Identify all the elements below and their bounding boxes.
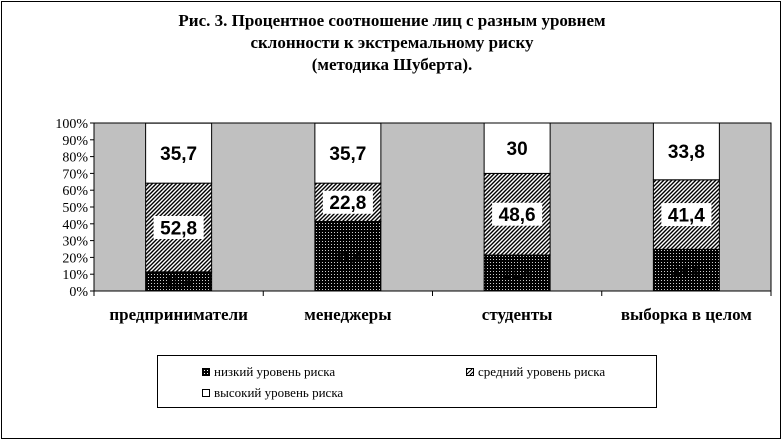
y-tick-label: 100% xyxy=(55,117,88,132)
x-category-label: студенты xyxy=(482,305,553,324)
y-tick-label: 0% xyxy=(69,285,88,300)
legend-item-medium: средний уровень риска xyxy=(466,364,605,380)
bar-segment-low xyxy=(483,254,551,292)
data-label-low: 11,4 xyxy=(165,273,192,289)
data-label-background xyxy=(492,202,543,226)
data-label-medium: 52,8 xyxy=(160,218,197,239)
bar-segment-low xyxy=(652,248,720,292)
y-tick-label: 90% xyxy=(62,134,88,149)
x-category-label: выборка в целом xyxy=(621,305,752,324)
legend-label-low: низкий уровень риска xyxy=(214,364,336,379)
y-tick-label: 10% xyxy=(62,268,88,283)
bar-segment-high xyxy=(145,122,213,184)
x-category-label: менеджеры xyxy=(304,305,391,324)
chart-title-line-1: Рис. 3. Процентное соотношение лиц с раз… xyxy=(178,11,606,30)
bar-segment-high xyxy=(314,122,382,184)
bar-segment-high xyxy=(652,122,720,181)
chart-title-line-3: (методика Шуберта). xyxy=(311,55,473,74)
legend-item-low: низкий уровень риска xyxy=(202,364,335,380)
data-label-low: 41,4 xyxy=(334,248,361,264)
x-category-label: предприниматели xyxy=(109,305,248,324)
y-tick-label: 70% xyxy=(62,167,88,182)
data-label-high: 30 xyxy=(507,139,528,160)
y-tick-label: 20% xyxy=(62,251,88,266)
data-label-background xyxy=(153,215,204,239)
y-tick-label: 30% xyxy=(62,235,88,250)
data-label-background xyxy=(322,190,373,214)
chart-title: Рис. 3. Процентное соотношение лиц с раз… xyxy=(0,10,784,76)
chart-title-line-2: склонности к экстремальному риску xyxy=(250,33,534,52)
data-label-medium: 22,8 xyxy=(329,193,366,214)
data-label-high: 35,7 xyxy=(329,144,366,165)
bar-segment-high xyxy=(483,122,551,174)
legend-swatch-low xyxy=(202,368,210,376)
y-tick-label: 60% xyxy=(62,184,88,199)
data-label-medium: 48,6 xyxy=(499,205,536,226)
plot-area: 0% 10% 20%30% 40% 50% 60% 70%80% 90% 100% 11,4 52,… xyxy=(55,117,772,324)
y-tick-label: 80% xyxy=(62,151,88,166)
data-label-high: 33,8 xyxy=(668,142,705,163)
data-label-low: 24,8 xyxy=(673,262,700,278)
data-label-high: 35,7 xyxy=(160,144,197,165)
legend-swatch-medium xyxy=(466,368,474,376)
legend-item-high: высокий уровень риска xyxy=(202,385,343,401)
legend-label-medium: средний уровень риска xyxy=(478,364,606,379)
data-label-medium: 41,4 xyxy=(668,205,705,226)
legend-swatch-high xyxy=(202,389,210,397)
bar-segment-low xyxy=(314,220,382,292)
y-tick-label: 40% xyxy=(62,218,88,233)
chart-legend: низкий уровень риска средний уровень рис… xyxy=(157,355,657,408)
y-tick-label: 50% xyxy=(62,201,88,216)
data-label-background xyxy=(661,203,712,227)
data-label-low: 21,4 xyxy=(504,265,531,281)
legend-label-high: высокий уровень риска xyxy=(214,385,344,400)
